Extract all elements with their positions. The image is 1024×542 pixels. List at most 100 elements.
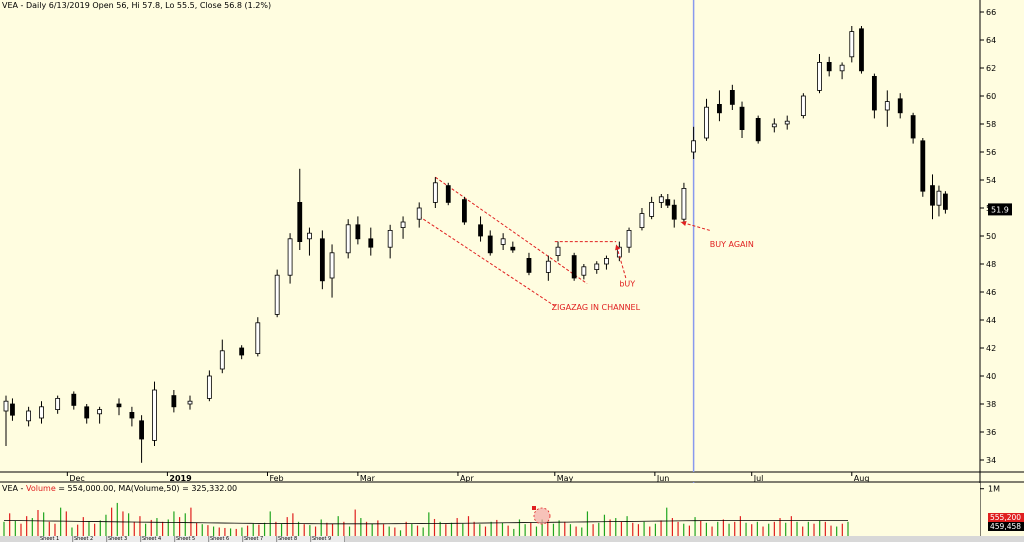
candle-up — [704, 106, 709, 139]
annotation-arrow-line — [615, 244, 627, 279]
y-tick-label: 46 — [986, 288, 996, 297]
candle-down — [116, 403, 122, 408]
candle-up — [849, 31, 855, 58]
chart-title: VEA - Daily 6/13/2019 Open 56, Hi 57.8, … — [2, 1, 271, 10]
candle-up — [345, 224, 351, 254]
x-tick-label: May — [557, 474, 574, 483]
candle-down — [71, 393, 77, 406]
candle-up — [307, 232, 312, 240]
volume-label-bottom: 459,458 — [990, 522, 1021, 531]
candle-down — [826, 62, 832, 72]
y-tick-label: 48 — [986, 260, 996, 269]
candle-up — [219, 350, 225, 370]
candle-down — [920, 140, 926, 192]
candle-down — [671, 204, 677, 220]
x-tick-label: Mar — [360, 474, 376, 483]
candle-up — [387, 229, 393, 248]
y-tick-label: 44 — [986, 316, 996, 325]
candle-up — [500, 238, 506, 245]
x-tick-label: Jun — [656, 474, 670, 483]
y-tick-label: 50 — [986, 232, 996, 241]
annotation-label: bUY — [619, 279, 635, 288]
candle-up — [771, 123, 777, 128]
candle-down — [755, 118, 761, 142]
sheet-tab[interactable]: Sheet 7 — [244, 536, 277, 542]
candle-down — [10, 403, 15, 416]
candle-up — [152, 389, 157, 441]
candle-up — [884, 101, 890, 111]
candle-up — [649, 201, 655, 217]
y-tick-label: 56 — [986, 148, 996, 157]
candle-down — [319, 238, 325, 282]
candle-down — [910, 115, 916, 139]
candle-down — [717, 104, 722, 114]
x-tick-label: Dec — [69, 474, 84, 483]
candle-down — [526, 257, 532, 273]
sheet-tab[interactable]: Sheet 9 — [312, 536, 345, 542]
candle-down — [239, 347, 245, 356]
last-price-label: 51.9 — [991, 205, 1009, 214]
candle-down — [462, 199, 467, 223]
candle-up — [784, 120, 790, 125]
candle-up — [555, 246, 561, 256]
price-panel-bg — [0, 0, 1024, 472]
candle-up — [329, 252, 335, 279]
sheet-tab[interactable]: Sheet 1 — [40, 536, 73, 542]
candle-down — [739, 106, 745, 130]
candle-up — [658, 196, 664, 203]
candle-down — [139, 420, 144, 440]
annotation-label: ZIGAZAG IN CHANNEL — [552, 303, 641, 312]
candle-down — [445, 185, 451, 203]
x-tick-label: 2019 — [169, 474, 192, 483]
candle-up — [681, 187, 687, 220]
x-tick-label: Feb — [269, 474, 283, 483]
candle-up — [400, 221, 406, 228]
candle-down — [297, 201, 303, 242]
sheet-tab[interactable]: Sheet 5 — [176, 536, 209, 542]
volume-tick-label: 1M — [988, 485, 1000, 494]
volume-title: VEA - Volume = 554,000.00, MA(Volume,50)… — [2, 484, 237, 493]
y-tick-label: 64 — [986, 36, 996, 45]
candle-up — [432, 182, 438, 203]
candle-up — [255, 322, 261, 354]
candle-down — [729, 90, 735, 105]
candle-up — [604, 257, 609, 265]
annotation-arrow-head — [680, 220, 687, 227]
y-tick-label: 54 — [986, 176, 996, 185]
sheet-tab[interactable]: Sheet 2 — [74, 536, 107, 542]
candle-up — [545, 260, 551, 273]
sheet-tab[interactable]: Sheet 3 — [108, 536, 141, 542]
sheet-tabs[interactable]: Sheet 1 Sheet 2 Sheet 3 Sheet 4 Sheet 5 Sheet… — [0, 536, 1024, 542]
candle-down — [665, 199, 671, 206]
y-tick-label: 36 — [986, 428, 996, 437]
candle-down — [943, 193, 948, 210]
candle-up — [26, 410, 31, 422]
candle-up — [187, 400, 193, 405]
candle-up — [839, 64, 845, 72]
candle-up — [691, 140, 697, 153]
annotation-arrow-head — [615, 244, 621, 251]
candle-up — [800, 95, 806, 117]
candle-up — [817, 62, 822, 91]
candle-down — [859, 28, 864, 72]
sheet-tab[interactable]: Sheet 6 — [210, 536, 243, 542]
candle-down — [897, 98, 903, 114]
x-tick-label: Jul — [753, 474, 764, 483]
channel-upper-line — [435, 176, 588, 285]
candle-up — [416, 207, 422, 220]
y-tick-label: 38 — [986, 400, 996, 409]
candle-up — [39, 406, 44, 419]
y-tick-label: 60 — [986, 92, 996, 101]
candle-down — [368, 238, 374, 248]
candle-down — [129, 411, 135, 419]
candle-down — [171, 395, 177, 408]
candle-down — [871, 76, 877, 111]
sheet-tab[interactable]: Sheet 8 — [278, 536, 311, 542]
volume-ma-line — [3, 520, 848, 525]
x-tick-label: Apr — [460, 474, 475, 483]
candle-down — [84, 406, 90, 419]
sheet-tab[interactable]: Sheet 4 — [142, 536, 175, 542]
